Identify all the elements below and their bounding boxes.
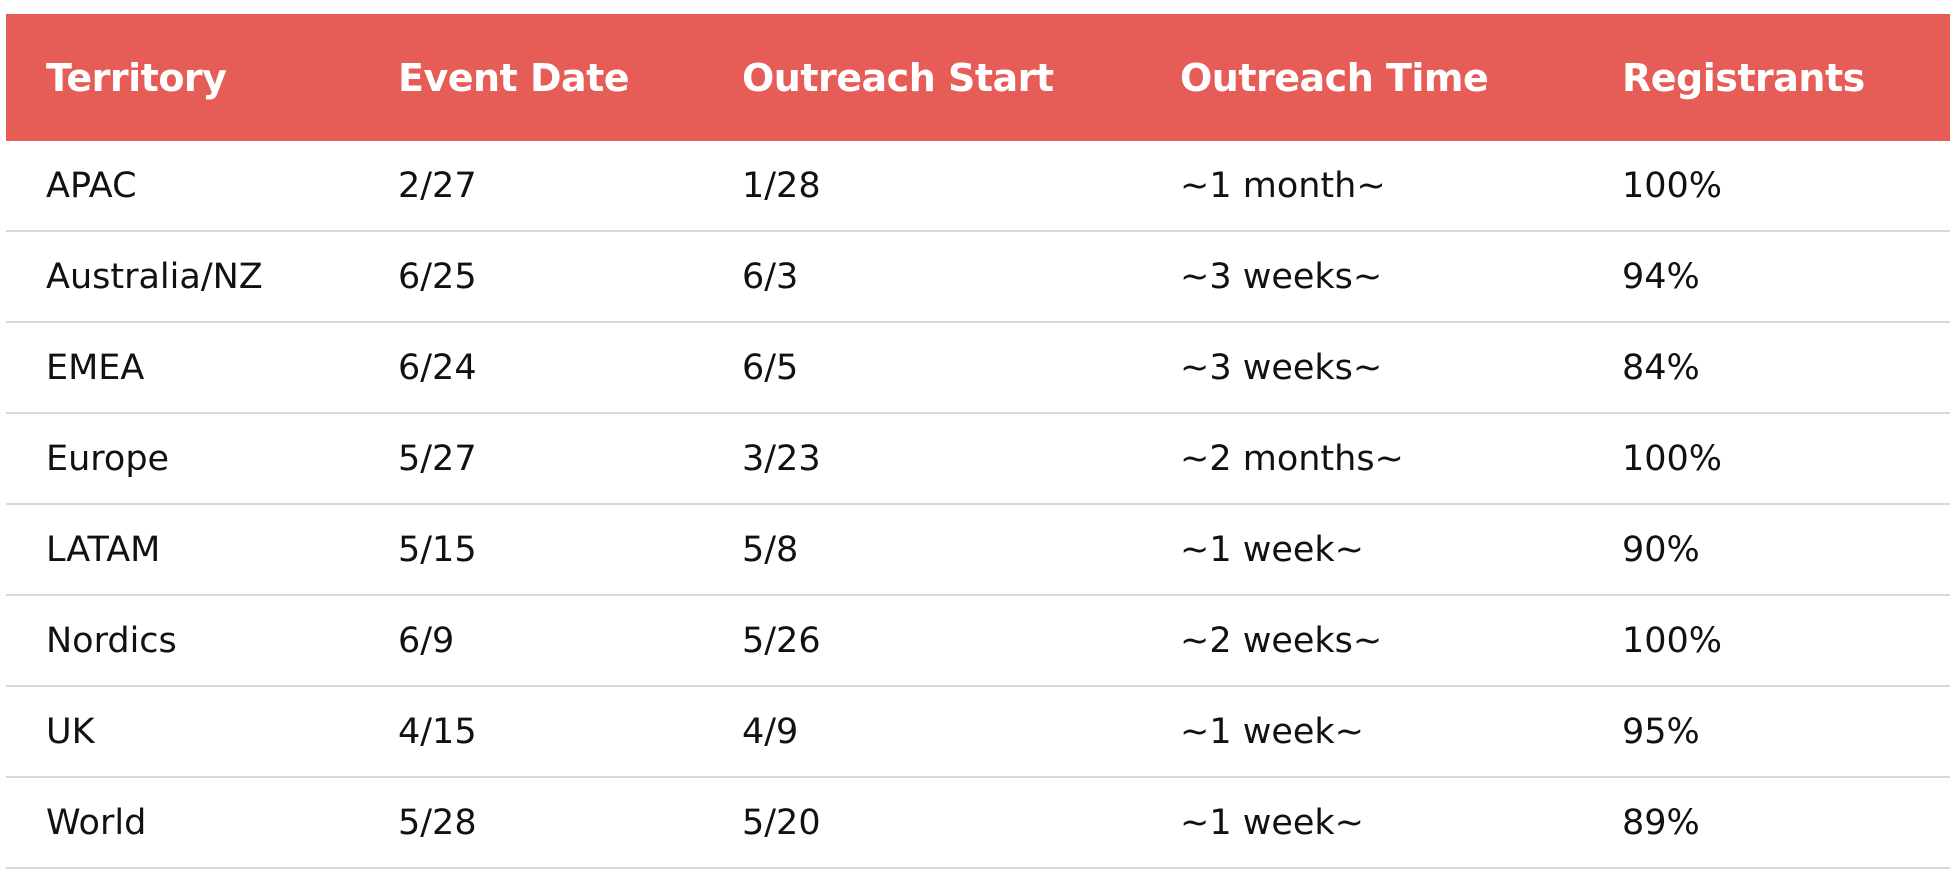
table-header: Territory Event Date Outreach Start Outr…	[6, 14, 1950, 141]
table-row: World 5/28 5/20 ~1 week~ 89%	[6, 777, 1950, 869]
cell-event-date: 6/25	[398, 231, 742, 323]
cell-registrants: 90%	[1622, 504, 1950, 596]
table-row: Nordics 6/9 5/26 ~2 weeks~ 100%	[6, 595, 1950, 687]
cell-outreach-time: ~1 week~	[1180, 686, 1622, 778]
cell-territory: EMEA	[6, 322, 398, 414]
cell-territory: Europe	[6, 413, 398, 505]
cell-event-date: 6/24	[398, 322, 742, 414]
table-row: Australia/NZ 6/25 6/3 ~3 weeks~ 94%	[6, 231, 1950, 323]
column-header-event-date: Event Date	[398, 55, 630, 100]
cell-outreach-time: ~1 week~	[1180, 777, 1622, 869]
cell-outreach-time: ~1 month~	[1180, 141, 1622, 232]
header-row: Territory Event Date Outreach Start Outr…	[6, 14, 1950, 141]
territory-outreach-table: Territory Event Date Outreach Start Outr…	[6, 14, 1950, 869]
cell-registrants: 94%	[1622, 231, 1950, 323]
cell-event-date: 5/27	[398, 413, 742, 505]
cell-outreach-start: 6/5	[742, 322, 1180, 414]
table-body: APAC 2/27 1/28 ~1 month~ 100% Australia/…	[6, 141, 1950, 869]
cell-registrants: 100%	[1622, 413, 1950, 505]
cell-territory: LATAM	[6, 504, 398, 596]
cell-territory: APAC	[6, 141, 398, 232]
cell-outreach-start: 3/23	[742, 413, 1180, 505]
cell-outreach-time: ~1 week~	[1180, 504, 1622, 596]
table-row: UK 4/15 4/9 ~1 week~ 95%	[6, 686, 1950, 778]
cell-event-date: 6/9	[398, 595, 742, 687]
cell-territory: Nordics	[6, 595, 398, 687]
cell-outreach-time: ~3 weeks~	[1180, 322, 1622, 414]
cell-territory: Australia/NZ	[6, 231, 398, 323]
cell-registrants: 95%	[1622, 686, 1950, 778]
table-row: LATAM 5/15 5/8 ~1 week~ 90%	[6, 504, 1950, 596]
cell-outreach-start: 5/26	[742, 595, 1180, 687]
cell-event-date: 5/15	[398, 504, 742, 596]
territory-outreach-table-container: Territory Event Date Outreach Start Outr…	[6, 14, 1950, 869]
cell-registrants: 84%	[1622, 322, 1950, 414]
column-header-registrants: Registrants	[1622, 55, 1865, 100]
table-row: Europe 5/27 3/23 ~2 months~ 100%	[6, 413, 1950, 505]
cell-event-date: 4/15	[398, 686, 742, 778]
cell-outreach-time: ~2 weeks~	[1180, 595, 1622, 687]
cell-outreach-start: 6/3	[742, 231, 1180, 323]
table-row: EMEA 6/24 6/5 ~3 weeks~ 84%	[6, 322, 1950, 414]
column-header-outreach-start: Outreach Start	[742, 55, 1054, 100]
cell-event-date: 5/28	[398, 777, 742, 869]
column-header-territory: Territory	[46, 55, 227, 100]
cell-outreach-start: 1/28	[742, 141, 1180, 232]
cell-outreach-start: 5/20	[742, 777, 1180, 869]
cell-outreach-time: ~2 months~	[1180, 413, 1622, 505]
cell-outreach-time: ~3 weeks~	[1180, 231, 1622, 323]
cell-outreach-start: 5/8	[742, 504, 1180, 596]
table-row: APAC 2/27 1/28 ~1 month~ 100%	[6, 141, 1950, 232]
cell-registrants: 100%	[1622, 141, 1950, 232]
cell-territory: World	[6, 777, 398, 869]
cell-outreach-start: 4/9	[742, 686, 1180, 778]
cell-registrants: 89%	[1622, 777, 1950, 869]
column-header-outreach-time: Outreach Time	[1180, 55, 1489, 100]
cell-territory: UK	[6, 686, 398, 778]
cell-event-date: 2/27	[398, 141, 742, 232]
cell-registrants: 100%	[1622, 595, 1950, 687]
